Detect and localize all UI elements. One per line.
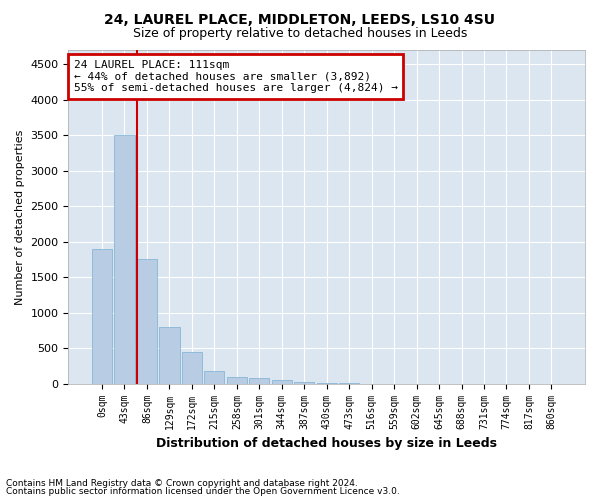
Bar xyxy=(159,327,179,384)
Bar xyxy=(272,380,292,384)
Bar xyxy=(204,372,224,384)
Text: 24, LAUREL PLACE, MIDDLETON, LEEDS, LS10 4SU: 24, LAUREL PLACE, MIDDLETON, LEEDS, LS10… xyxy=(104,12,496,26)
Bar xyxy=(294,382,314,384)
Bar xyxy=(249,378,269,384)
Text: Contains public sector information licensed under the Open Government Licence v3: Contains public sector information licen… xyxy=(6,487,400,496)
Bar xyxy=(317,383,337,384)
Y-axis label: Number of detached properties: Number of detached properties xyxy=(15,129,25,304)
Text: Size of property relative to detached houses in Leeds: Size of property relative to detached ho… xyxy=(133,28,467,40)
Bar xyxy=(115,135,134,384)
Bar xyxy=(92,249,112,384)
Text: 24 LAUREL PLACE: 111sqm
← 44% of detached houses are smaller (3,892)
55% of semi: 24 LAUREL PLACE: 111sqm ← 44% of detache… xyxy=(74,60,398,93)
X-axis label: Distribution of detached houses by size in Leeds: Distribution of detached houses by size … xyxy=(156,437,497,450)
Bar xyxy=(182,352,202,384)
Text: Contains HM Land Registry data © Crown copyright and database right 2024.: Contains HM Land Registry data © Crown c… xyxy=(6,478,358,488)
Bar xyxy=(227,376,247,384)
Bar xyxy=(137,260,157,384)
